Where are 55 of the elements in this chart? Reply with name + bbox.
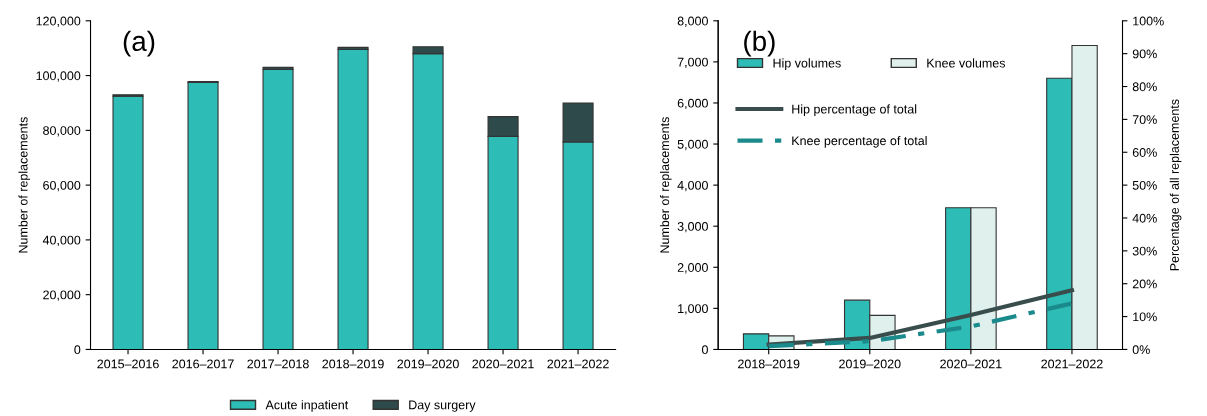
y-tick-label: 2,000	[677, 263, 708, 274]
x-tick-label: 2021–2022	[1041, 359, 1103, 369]
y-tick-label: 0	[701, 345, 708, 355]
y2-tick-label: 20%	[1132, 279, 1157, 289]
x-tick-label: 2018–2019	[322, 359, 384, 369]
y-tick-label: 1,000	[678, 304, 708, 315]
y2-tick-label: 40%	[1132, 213, 1157, 223]
bar	[262, 68, 294, 350]
bar	[187, 81, 219, 350]
y2-tick-label: 60%	[1132, 148, 1157, 157]
y2-tick-label: 50%	[1132, 180, 1157, 190]
y-tick-label: 5,000	[677, 139, 708, 151]
legend-label: Knee volumes	[927, 58, 1006, 68]
annotation: (a)	[123, 30, 155, 57]
y-tick-label: 4,000	[677, 180, 708, 192]
bar	[112, 95, 144, 350]
y-tick-label: 40,000	[42, 235, 81, 247]
y2-tick-label: 10%	[1133, 312, 1157, 322]
legend-label: Hip volumes	[773, 58, 841, 70]
bar	[337, 49, 369, 350]
y2-tick-label: 0%	[1132, 345, 1150, 355]
y2-tick-label: 70%	[1132, 115, 1157, 125]
y-tick-label: 120,000	[36, 16, 81, 27]
y-tick-label: 3,000	[677, 222, 708, 233]
x-tick-label: 2021–2022	[547, 359, 609, 369]
y-axis-title: Number of replacements	[18, 117, 31, 253]
y2-tick-label: 90%	[1132, 49, 1157, 59]
x-tick-label: 2019–2020	[397, 359, 459, 369]
y-tick-label: 8,000	[677, 16, 708, 27]
line-series	[766, 301, 1075, 349]
y-tick-label: 0	[74, 345, 81, 355]
x-tick-label: 2020–2021	[940, 359, 1002, 369]
legend-label: Hip percentage of total	[792, 104, 917, 116]
legend-label: Knee percentage of total	[792, 136, 927, 148]
x-tick-label: 2020–2021	[472, 359, 534, 369]
y-tick-label: 80,000	[43, 126, 81, 137]
y2-tick-label: 30%	[1132, 246, 1157, 256]
y2-axis-title: Percentage of all replacements	[1169, 99, 1182, 271]
annotation: (b)	[744, 30, 775, 57]
x-tick-label: 2017–2018	[247, 359, 309, 369]
line-series	[766, 288, 1075, 347]
y2-tick-label: 80%	[1132, 82, 1157, 92]
y-axis-title: Number of replacements	[659, 117, 672, 253]
y-tick-label: 60,000	[43, 180, 81, 192]
x-tick-label: 2019–2020	[839, 359, 901, 369]
y-tick-label: 100,000	[36, 71, 81, 82]
x-tick-label: 2018–2019	[738, 359, 800, 369]
y2-tick-label: 100%	[1133, 16, 1164, 26]
y-tick-label: 20,000	[43, 290, 81, 301]
x-tick-label: 2016–2017	[172, 359, 234, 369]
y-tick-label: 6,000	[677, 98, 708, 110]
y-tick-label: 7,000	[677, 57, 708, 69]
x-tick-label: 2015–2016	[97, 359, 159, 369]
legend-label: Day surgery	[409, 400, 476, 412]
legend-label: Acute inpatient	[265, 400, 349, 412]
